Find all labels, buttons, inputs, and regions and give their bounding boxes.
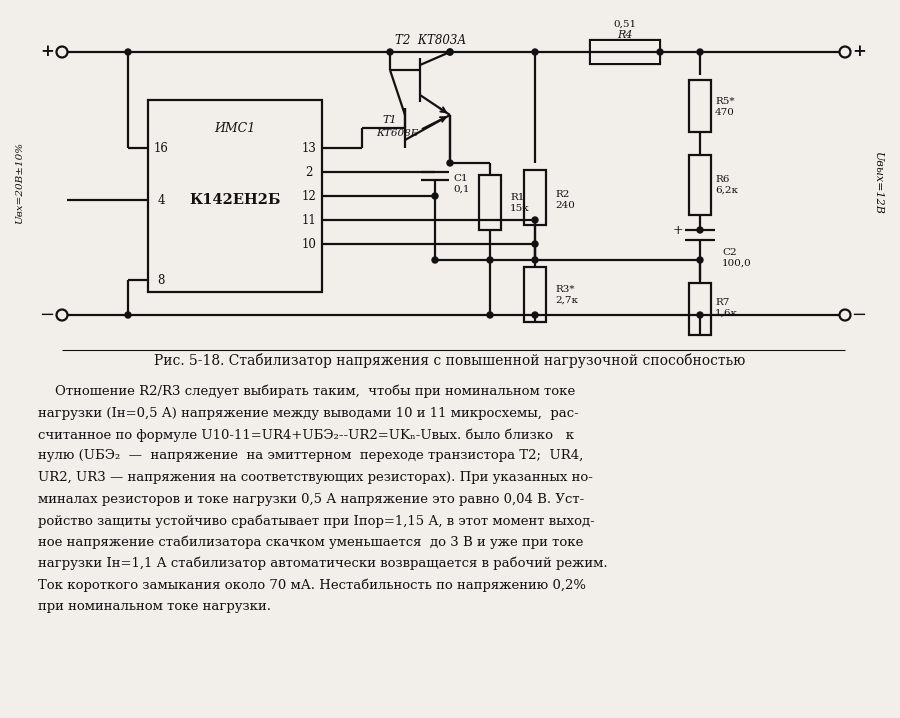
Text: R5*
470: R5* 470 [715,98,735,117]
Circle shape [432,257,438,263]
Text: считанное по формуле U10‑11=UR4+UБЭ₂--UR2=UKₙ-Uвых. было близко   к: считанное по формуле U10‑11=UR4+UБЭ₂--UR… [38,428,574,442]
Text: C1
0,1: C1 0,1 [453,174,470,194]
Circle shape [697,49,703,55]
Text: 0,51: 0,51 [614,19,636,29]
Circle shape [697,312,703,318]
Text: К142ЕН2Б: К142ЕН2Б [189,193,281,207]
Circle shape [532,241,538,247]
Circle shape [447,49,453,55]
Text: C2
100,0: C2 100,0 [722,248,752,268]
Text: R2
240: R2 240 [555,190,575,210]
Bar [148,100,322,292]
Circle shape [840,309,850,320]
Circle shape [532,217,538,223]
Text: 11: 11 [302,213,317,226]
Text: R7
1,6к: R7 1,6к [715,298,738,317]
Circle shape [487,312,493,318]
Text: 8: 8 [158,274,165,286]
Text: R1
15к: R1 15к [510,193,530,213]
Text: Отношение R2/R3 следует выбирать таким,  чтобы при номинальном токе: Отношение R2/R3 следует выбирать таким, … [38,385,575,398]
Circle shape [840,47,850,57]
Text: при номинальном токе нагрузки.: при номинальном токе нагрузки. [38,600,271,613]
Circle shape [387,49,393,55]
Circle shape [432,193,438,199]
Text: миналах резисторов и токе нагрузки 0,5 А напряжение это равно 0,04 В. Уст-: миналах резисторов и токе нагрузки 0,5 А… [38,493,584,505]
Circle shape [447,49,453,55]
Bar [524,267,546,322]
Text: КТ608Б: КТ608Б [376,129,418,138]
Circle shape [447,160,453,166]
Circle shape [697,227,703,233]
Bar [591,41,659,63]
Text: ное напряжение стабилизатора скачком уменьшается  до 3 В и уже при токе: ное напряжение стабилизатора скачком уме… [38,536,583,549]
Text: +: + [852,44,866,60]
Text: +: + [40,44,54,60]
Text: R4: R4 [617,30,633,40]
Text: 4: 4 [158,193,165,207]
Text: UR2, UR3 — напряжения на соответствующих резисторах). При указанных но-: UR2, UR3 — напряжения на соответствующих… [38,471,593,484]
Circle shape [697,257,703,263]
Bar [689,80,711,132]
Circle shape [657,49,663,55]
Circle shape [532,257,538,263]
Text: R3*
2,7к: R3* 2,7к [555,285,578,304]
Text: 13: 13 [302,141,317,154]
Circle shape [57,47,68,57]
Text: −: − [40,306,55,324]
Text: ройство защиты устойчиво срабатывает при Iпор=1,15 А, в этот момент выход-: ройство защиты устойчиво срабатывает при… [38,514,595,528]
Text: R6
6,2к: R6 6,2к [715,175,738,195]
Circle shape [125,49,131,55]
Text: Uвых=12В: Uвых=12В [873,151,883,215]
Text: +: + [672,223,683,236]
Text: T2  КТ803А: T2 КТ803А [395,34,466,47]
Circle shape [125,312,131,318]
Text: нагрузки (Iн=0,5 А) напряжение между выводами 10 и 11 микросхемы,  рас-: нагрузки (Iн=0,5 А) напряжение между выв… [38,406,579,419]
Text: Рис. 5-18. Стабилизатор напряжения с повышенной нагрузочной способностью: Рис. 5-18. Стабилизатор напряжения с пов… [154,353,746,368]
Bar [689,283,711,335]
Bar [590,40,660,64]
Circle shape [487,257,493,263]
Text: T1: T1 [382,115,397,125]
Circle shape [57,309,68,320]
Text: 16: 16 [154,141,168,154]
Circle shape [532,312,538,318]
Text: −: − [851,306,867,324]
Bar [689,155,711,215]
Bar [479,175,501,230]
Text: 2: 2 [305,166,312,179]
Text: нулю (UБЭ₂  —  напряжение  на эмиттерном  переходе транзистора T2;  UR4,: нулю (UБЭ₂ — напряжение на эмиттерном пе… [38,449,583,462]
Bar [524,170,546,225]
Text: 12: 12 [302,190,317,202]
Text: 10: 10 [302,238,317,251]
Text: Uвх=20В±10%: Uвх=20В±10% [15,142,24,224]
Text: нагрузки Iн=1,1 А стабилизатор автоматически возвращается в рабочий режим.: нагрузки Iн=1,1 А стабилизатор автоматич… [38,557,608,571]
Text: ИМС1: ИМС1 [214,121,256,134]
Text: Ток короткого замыкания около 70 мА. Нестабильность по напряжению 0,2%: Ток короткого замыкания около 70 мА. Нес… [38,579,586,592]
Circle shape [532,49,538,55]
